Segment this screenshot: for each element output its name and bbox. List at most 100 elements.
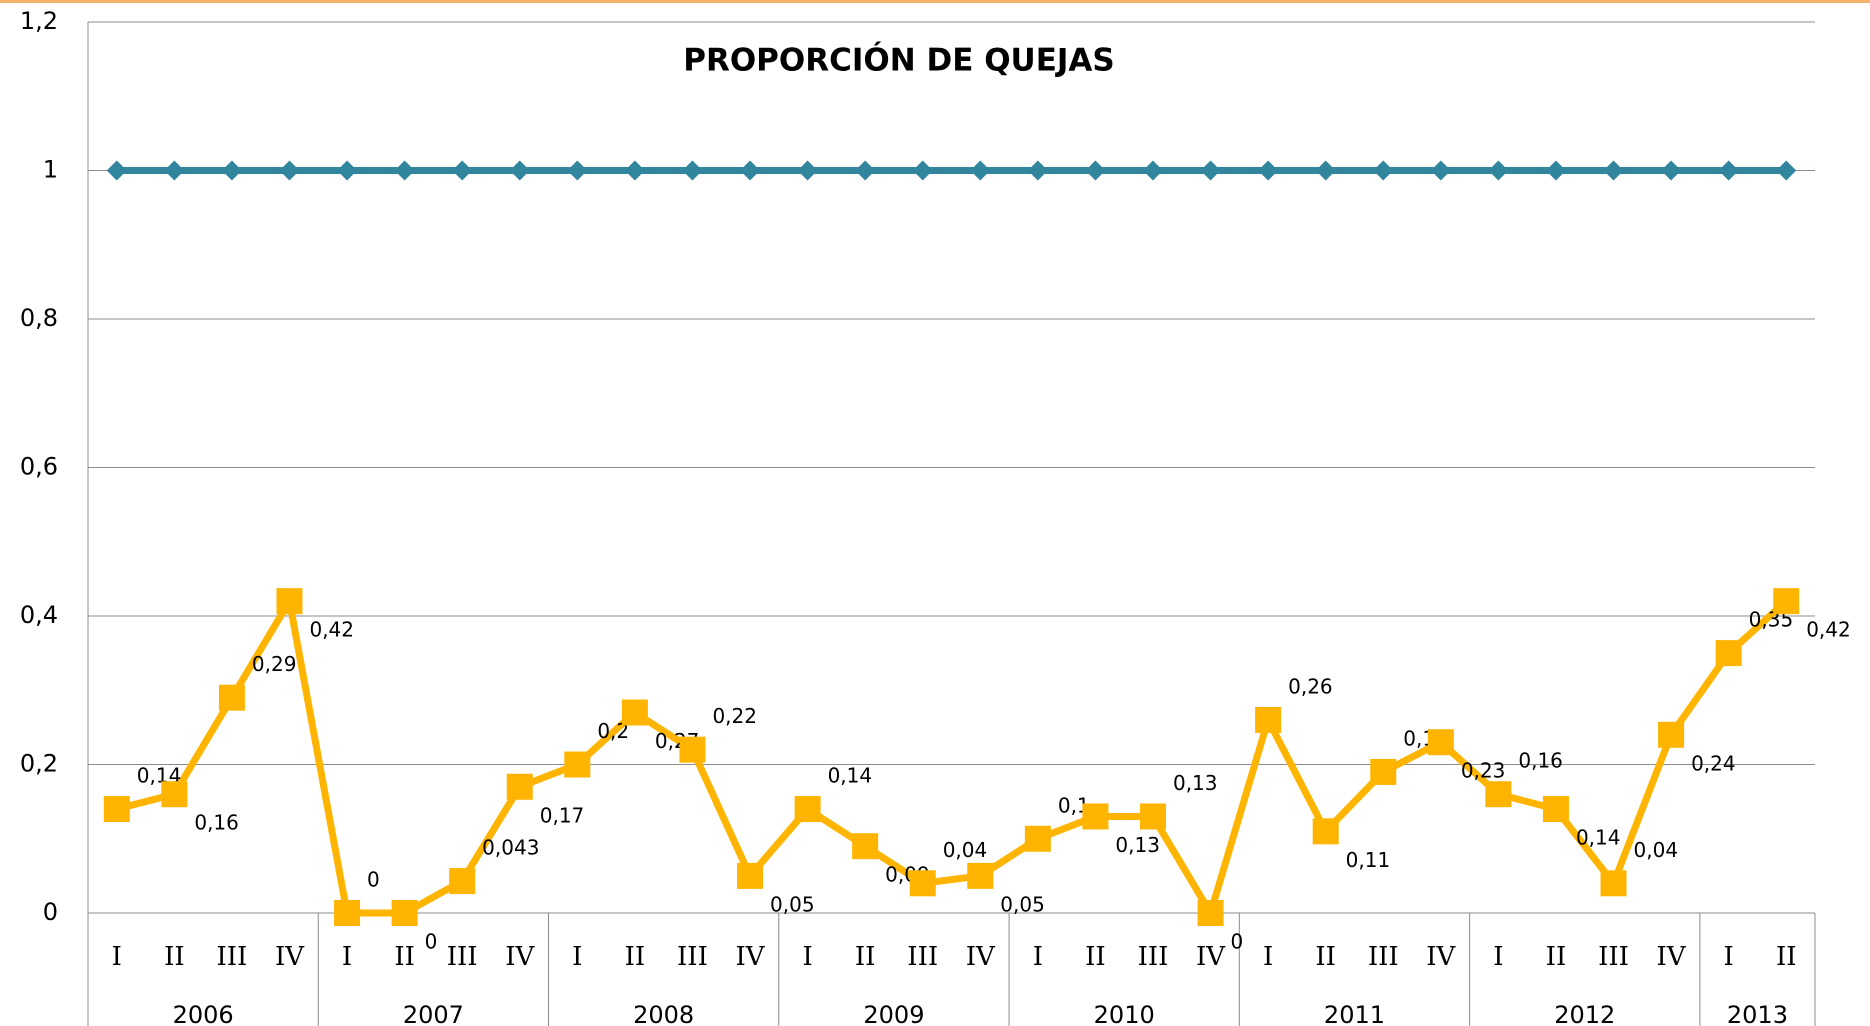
marker — [395, 161, 415, 181]
marker — [1776, 161, 1796, 181]
value-label: 0,16 — [194, 811, 239, 835]
x-group-label: 2008 — [633, 1001, 694, 1026]
marker — [1546, 161, 1566, 181]
marker — [567, 161, 587, 181]
x-tick-label: III — [1138, 942, 1169, 972]
marker — [679, 737, 705, 763]
marker — [392, 900, 418, 926]
x-group-label: 2012 — [1554, 1001, 1615, 1026]
marker — [1373, 161, 1393, 181]
x-tick-label: IV — [1426, 942, 1456, 972]
marker — [1082, 803, 1108, 829]
x-group-label: 2009 — [863, 1001, 924, 1026]
x-group-label: 2013 — [1727, 1001, 1788, 1026]
value-label: 0,42 — [1806, 618, 1851, 642]
x-tick-label: IV — [1196, 942, 1226, 972]
value-label: 0,22 — [712, 704, 757, 728]
marker — [1085, 161, 1105, 181]
chart-title: PROPORCIÓN DE QUEJAS — [683, 42, 1115, 79]
x-tick-label: II — [1315, 942, 1336, 972]
x-tick-label: II — [1085, 942, 1106, 972]
value-label: 0,16 — [1518, 749, 1563, 773]
marker — [1719, 161, 1739, 181]
marker — [279, 161, 299, 181]
x-group-label: 2006 — [173, 1001, 234, 1026]
x-tick-label: I — [572, 942, 582, 972]
marker — [1140, 803, 1166, 829]
marker — [1025, 826, 1051, 852]
value-label: 0,13 — [1115, 833, 1160, 857]
value-label: 0,04 — [943, 838, 988, 862]
x-tick-label: III — [447, 942, 478, 972]
value-label: 0,13 — [1173, 771, 1218, 795]
y-tick-label: 0,2 — [20, 750, 58, 778]
marker — [682, 161, 702, 181]
marker — [1485, 781, 1511, 807]
x-tick-label: I — [1493, 942, 1503, 972]
marker — [740, 161, 760, 181]
x-group-label: 2011 — [1324, 1001, 1385, 1026]
x-tick-label: I — [1033, 942, 1043, 972]
value-label: 0,14 — [1576, 826, 1621, 850]
value-label: 0,04 — [1634, 838, 1679, 862]
marker — [1143, 161, 1163, 181]
value-label: 0,11 — [1346, 848, 1391, 872]
marker — [1543, 796, 1569, 822]
marker — [1604, 161, 1624, 181]
marker — [161, 781, 187, 807]
x-tick-label: II — [625, 942, 646, 972]
value-label: 0 — [425, 930, 438, 954]
x-tick-label: III — [217, 942, 248, 972]
marker — [913, 161, 933, 181]
y-tick-label: 0,8 — [20, 304, 58, 332]
x-tick-label: IV — [966, 942, 996, 972]
marker — [970, 161, 990, 181]
marker — [1428, 729, 1454, 755]
value-label: 0,23 — [1461, 759, 1506, 783]
marker — [1716, 640, 1742, 666]
x-tick-label: I — [802, 942, 812, 972]
marker — [1661, 161, 1681, 181]
x-tick-label: III — [1368, 942, 1399, 972]
value-label: 0,24 — [1691, 751, 1736, 775]
marker — [449, 868, 475, 894]
marker — [1028, 161, 1048, 181]
marker — [276, 588, 302, 614]
value-label: 0,043 — [482, 836, 539, 860]
value-label: 0 — [367, 868, 380, 892]
marker — [852, 833, 878, 859]
x-group-label: 2010 — [1094, 1001, 1155, 1026]
x-tick-label: II — [1546, 942, 1567, 972]
marker — [1198, 900, 1224, 926]
marker — [795, 796, 821, 822]
x-tick-label: I — [342, 942, 352, 972]
marker — [622, 700, 648, 726]
x-tick-label: III — [1598, 942, 1629, 972]
x-tick-label: II — [164, 942, 185, 972]
y-tick-label: 0,4 — [20, 601, 58, 629]
x-tick-label: III — [677, 942, 708, 972]
marker — [855, 161, 875, 181]
marker — [337, 161, 357, 181]
x-tick-label: IV — [275, 942, 305, 972]
value-label: 0,29 — [252, 652, 297, 676]
marker — [564, 752, 590, 778]
marker — [625, 161, 645, 181]
marker — [1488, 161, 1508, 181]
y-tick-label: 0 — [43, 898, 58, 926]
x-tick-label: III — [907, 942, 938, 972]
value-label: 0,05 — [1000, 892, 1045, 916]
value-label: 0,05 — [770, 892, 815, 916]
value-label: 0,17 — [540, 803, 585, 827]
marker — [1258, 161, 1278, 181]
marker — [510, 161, 530, 181]
marker — [219, 685, 245, 711]
y-tick-label: 1,2 — [20, 7, 58, 35]
x-tick-label: IV — [735, 942, 765, 972]
page: PROPORCIÓN DE QUEJAS 00,20,40,60,811,2II… — [0, 0, 1870, 1026]
marker — [1370, 759, 1396, 785]
marker — [1313, 818, 1339, 844]
top-border — [0, 0, 1870, 3]
chart: PROPORCIÓN DE QUEJAS 00,20,40,60,811,2II… — [0, 0, 1870, 1026]
marker — [1773, 588, 1799, 614]
